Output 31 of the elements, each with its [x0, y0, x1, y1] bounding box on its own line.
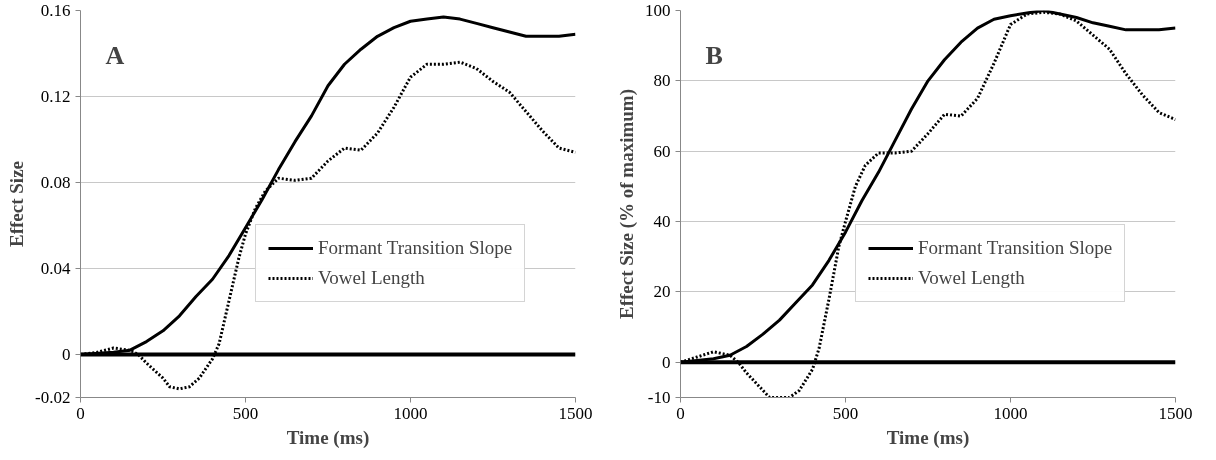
y-tick-label: 60 [653, 141, 671, 161]
x-tick-label: 500 [232, 403, 259, 423]
y-tick-label: 0.16 [40, 1, 71, 20]
y-tick-label: -10 [647, 388, 671, 407]
x-tick-label: 0 [76, 403, 85, 423]
y-tick-label: 0 [662, 352, 671, 372]
x-tick-label: 1000 [393, 403, 428, 423]
legend-label: Formant Transition Slope [918, 237, 1113, 259]
annotation: B [705, 40, 723, 70]
y-tick-label: 0.04 [40, 259, 71, 278]
x-tick-label: 1500 [1158, 403, 1193, 423]
x-axis-title: Time (ms) [886, 426, 970, 449]
y-tick-label: 40 [653, 212, 671, 232]
y-tick-label: 20 [653, 282, 671, 302]
x-tick-label: 500 [832, 403, 859, 423]
y-tick-label: -0.02 [35, 388, 71, 407]
x-axis-title: Time (ms) [286, 426, 370, 449]
legend-label: Vowel Length [918, 267, 1025, 289]
x-tick-label: 1000 [993, 403, 1028, 423]
legend-label: Formant Transition Slope [318, 237, 513, 259]
y-axis-title: Effect Size (% of maximum) [616, 88, 638, 320]
y-tick-label: 0.08 [40, 173, 71, 192]
y-tick-label: 0 [62, 345, 71, 364]
annotation: A [105, 40, 125, 70]
y-axis-title: Effect Size [6, 161, 28, 247]
y-tick-label: 100 [645, 1, 671, 20]
x-tick-label: 0 [676, 403, 685, 423]
y-tick-label: 0.12 [40, 87, 71, 106]
x-tick-label: 1500 [558, 403, 593, 423]
y-tick-label: 80 [653, 71, 671, 91]
legend-label: Vowel Length [318, 267, 425, 289]
